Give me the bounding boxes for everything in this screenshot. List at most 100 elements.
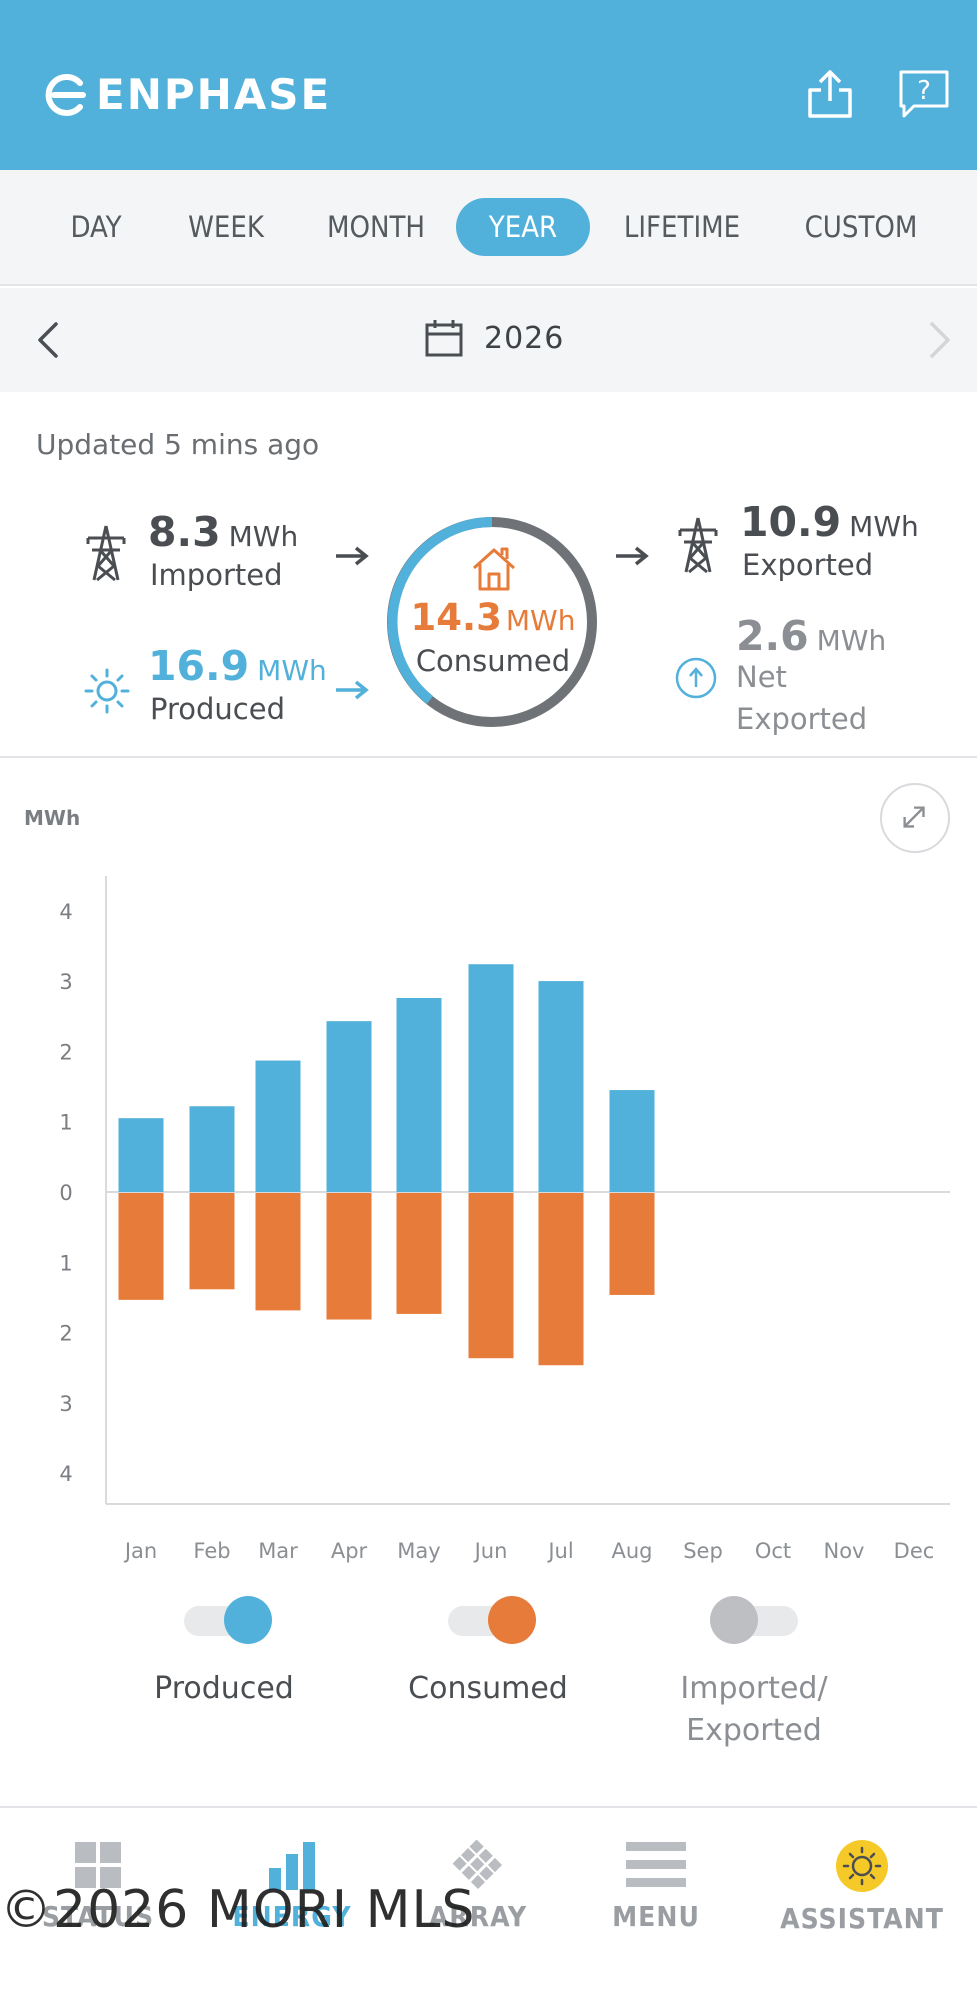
y-tick-label: 1 [59,1111,72,1135]
tab-day[interactable]: DAY [70,210,122,244]
arrow-up-circle-icon [675,657,717,699]
y-tick-label: 2 [59,1040,72,1064]
sun-icon [84,668,130,714]
help-button[interactable]: ? [898,68,950,120]
nav-energy[interactable]: ENERGY [202,1840,382,1933]
tab-week[interactable]: WEEK [188,210,264,244]
x-tick-label: Jul [546,1539,573,1563]
nav-assistant[interactable]: ASSISTANT [772,1840,952,1935]
y-tick-label: 0 [59,1181,72,1205]
toggle-knob [488,1596,536,1644]
chevron-right-icon[interactable] [920,318,960,362]
nav-status-label: STATUS [41,1900,155,1933]
brand-name: ENPHASE [96,70,332,119]
year-picker[interactable]: 2026 [424,318,564,358]
transmission-tower-icon [86,525,126,582]
imported-exported-toggle[interactable] [710,1596,798,1644]
consumed-label: Consumed [415,644,571,678]
consumed-bar [189,1193,235,1290]
consumed-bar [609,1193,655,1295]
expand-chart-button[interactable] [880,783,950,853]
y-tick-label: 3 [59,970,72,994]
toggle-knob [710,1596,758,1644]
exported-value: 10.9 MWh [740,498,919,546]
tab-year[interactable]: YEAR [456,198,590,256]
consumption-ring [387,517,597,727]
arrow-right-icon [616,546,649,566]
produced-bar [538,981,584,1192]
expand-icon [903,806,925,828]
x-tick-label: Mar [258,1539,298,1563]
produced-bar [326,1021,372,1192]
arrow-right-icon [336,546,369,566]
tab-lifetime[interactable]: LIFETIME [623,210,741,244]
x-tick-label: Sep [683,1539,723,1563]
toggle-knob [224,1596,272,1644]
status-grid-icon [75,1842,121,1888]
help-icon: ? [899,70,949,118]
tab-month[interactable]: MONTH [326,210,426,244]
produced-toggle[interactable] [184,1596,272,1644]
consumed-bar [538,1193,584,1366]
nav-menu-label: MENU [612,1900,700,1933]
produced-bar [396,997,442,1192]
help-glyph: ? [917,76,931,106]
share-button[interactable] [804,68,856,120]
nav-assistant-label: ASSISTANT [780,1902,944,1935]
enphase-logo: ENPHASE [42,70,331,119]
transmission-tower-icon [678,517,718,574]
produced-bar [609,1090,655,1192]
energy-bars-icon [269,1842,315,1890]
legend-exported: Exported [686,1713,822,1748]
nav-energy-label: ENERGY [232,1900,352,1933]
app-header: ENPHASE ? [0,0,977,170]
y-tick-label: 3 [59,1392,72,1416]
imported-value: 8.3 MWh [148,508,299,556]
calendar-icon [425,320,463,357]
produced-value: 16.9 MWh [148,642,327,690]
y-tick-label: 4 [59,900,72,924]
nav-menu[interactable]: MENU [566,1840,746,1933]
energy-bar-chart: 4 3 2 1 0 1 2 3 4 Jan Feb Mar Apr May Jun Jul Aug Sep Oct N… [59,876,950,1563]
consumed-bar [396,1193,442,1314]
share-icon [808,70,852,118]
net-label: Net [736,660,787,694]
copyright-watermark: ©2026 MORI MLS [0,1880,476,1940]
assistant-sun-icon [836,1840,888,1892]
legend-imported: Imported/ [680,1671,828,1706]
produced-bar [118,1118,164,1192]
legend-consumed: Consumed [408,1671,568,1706]
house-icon [472,547,516,591]
tab-custom[interactable]: CUSTOM [804,210,918,244]
arrow-right-blue-icon [336,680,369,700]
consumed-toggle[interactable] [448,1596,536,1644]
x-tick-label: Nov [824,1539,865,1563]
produced-bar [468,964,514,1192]
y-tick-label: 1 [59,1251,72,1275]
y-tick-label: 4 [59,1462,72,1486]
x-tick-label: Aug [611,1539,652,1563]
section-divider [0,756,977,758]
produced-bar [255,1060,301,1192]
x-tick-label: Oct [755,1539,791,1563]
updated-status: Updated 5 mins ago [36,428,320,461]
x-tick-label: Jan [123,1539,157,1563]
nav-status[interactable]: STATUS [8,1840,188,1933]
menu-icon [626,1842,686,1887]
chevron-left-icon[interactable] [28,318,68,362]
array-panels-icon [453,1840,503,1890]
consumed-bar [468,1193,514,1359]
nav-array[interactable]: ARRAY [388,1840,568,1933]
selected-year: 2026 [484,320,565,356]
exported-label: Exported [742,548,874,582]
y-tick-label: 2 [59,1322,72,1346]
produced-label: Produced [150,692,285,726]
legend-produced: Produced [154,1671,294,1706]
consumed-bar [255,1193,301,1311]
net-exported-label: Exported [736,702,868,736]
nav-array-label: ARRAY [428,1900,528,1933]
enphase-logo-icon [45,73,86,116]
x-tick-label: Jun [473,1539,508,1563]
period-tabs: DAY WEEK MONTH YEAR LIFETIME CUSTOM [0,170,977,286]
